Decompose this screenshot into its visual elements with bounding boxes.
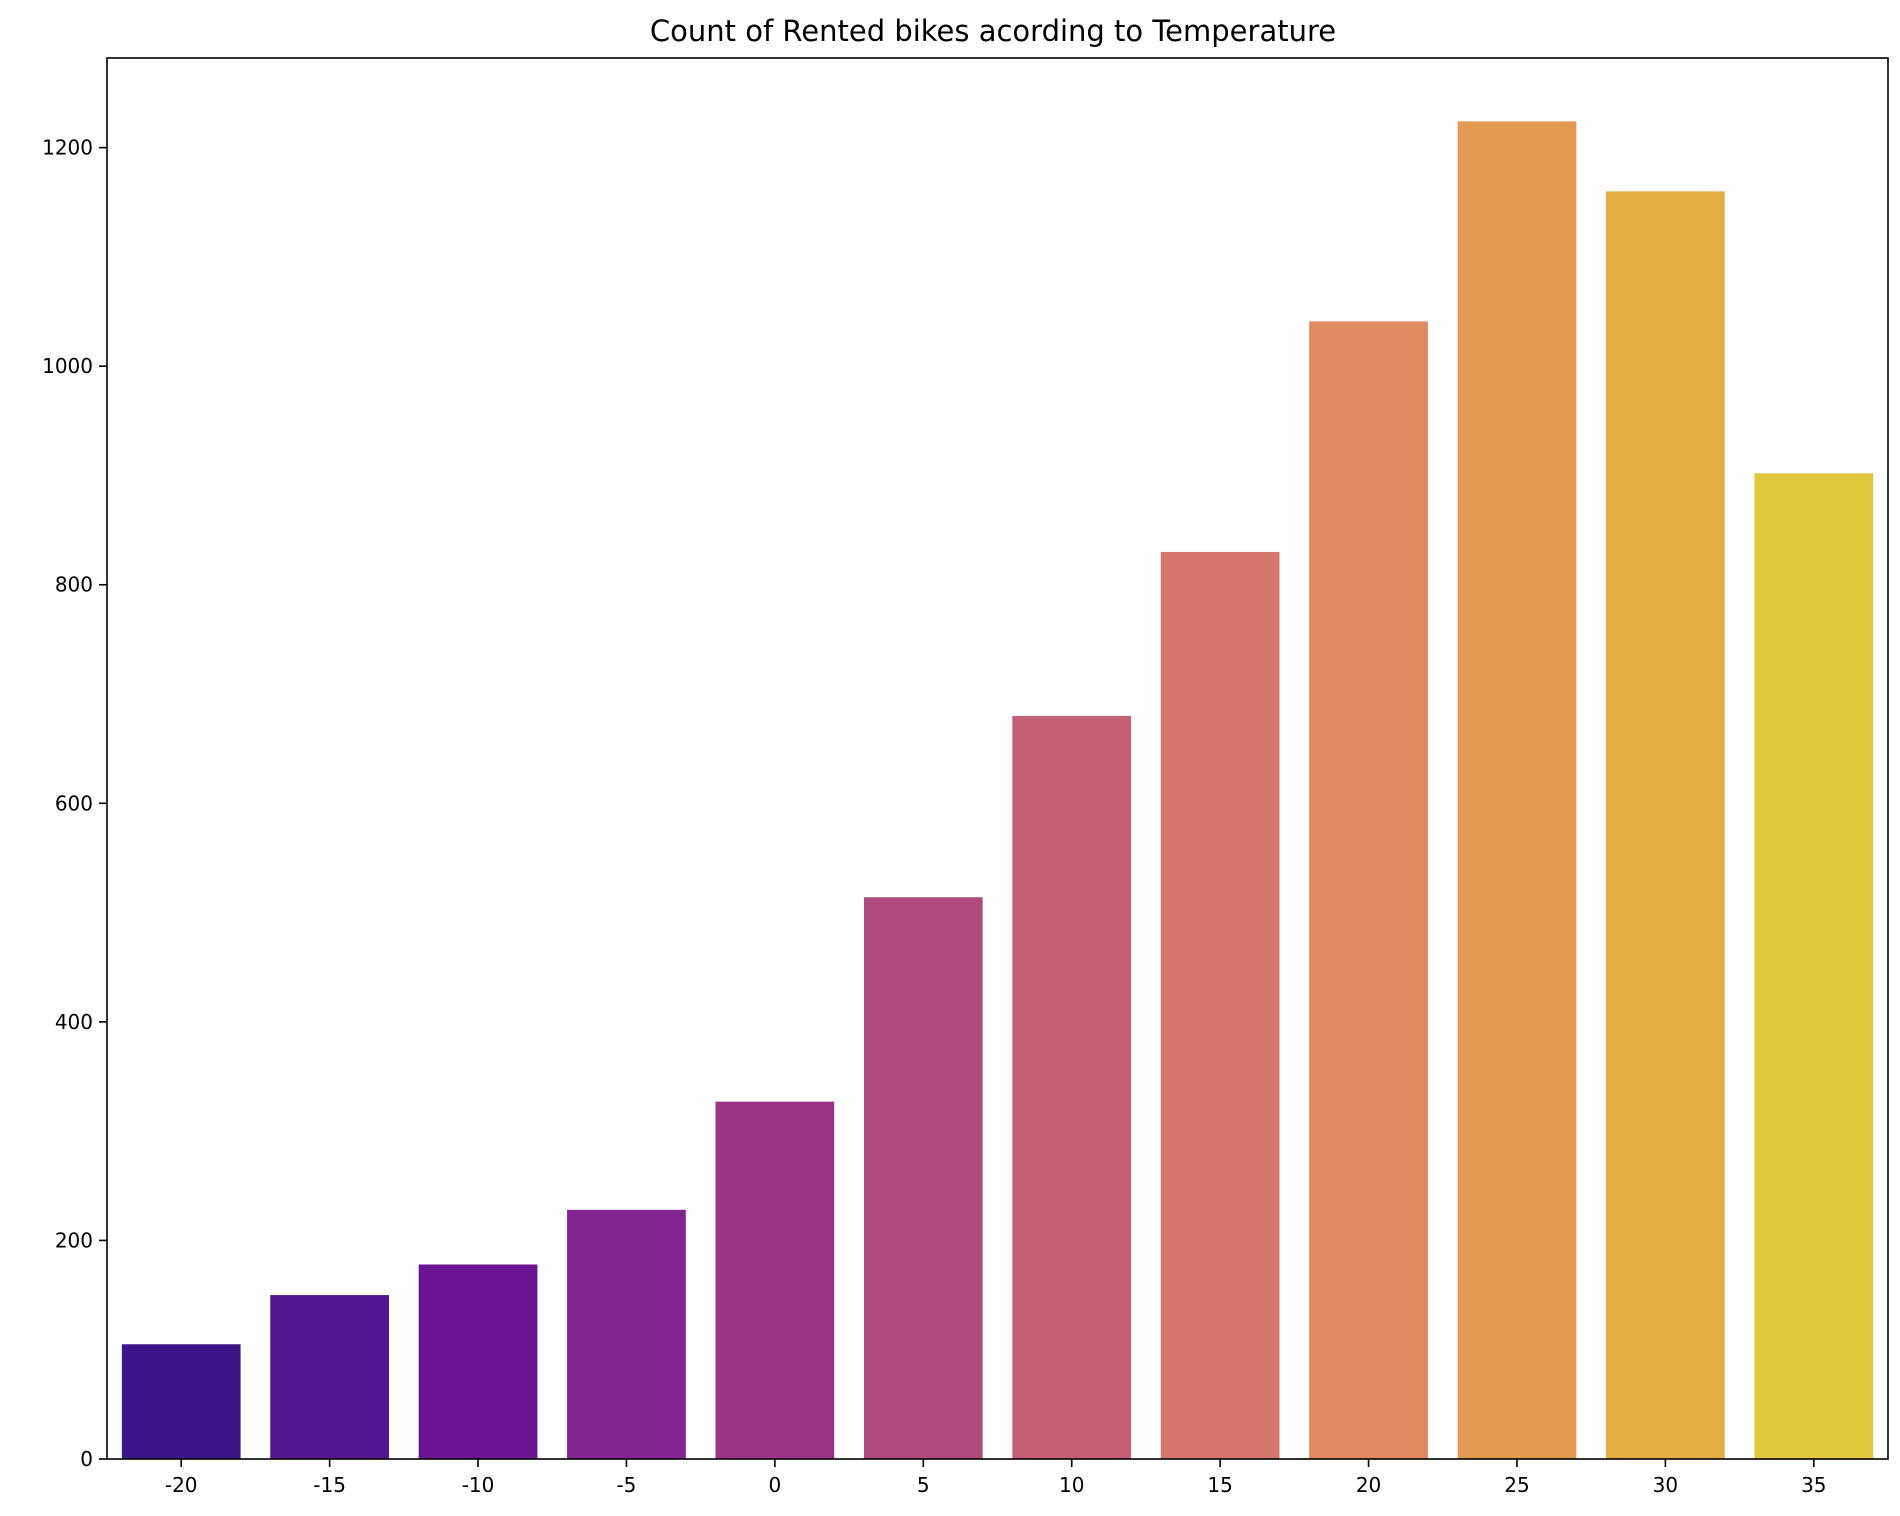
x-tick-label: -15	[313, 1473, 346, 1497]
bar-25	[1457, 121, 1577, 1459]
x-tick-label: 25	[1504, 1473, 1529, 1497]
bar-5	[863, 897, 983, 1459]
x-tick-label: 10	[1059, 1473, 1084, 1497]
x-tick-label: 5	[917, 1473, 930, 1497]
x-tick-label: -5	[616, 1473, 636, 1497]
y-tick-label: 200	[55, 1228, 93, 1252]
bar--5	[567, 1209, 686, 1459]
bar-10	[1012, 715, 1132, 1459]
x-axis: -20 -15 -10 -5 0 5 10 15 20 25 30 35	[165, 1459, 1827, 1497]
bar-35	[1754, 473, 1874, 1459]
y-tick-label: 600	[55, 791, 93, 815]
bar-30	[1606, 191, 1725, 1460]
y-axis: 0 200 400 600 800 1000 1200	[42, 136, 107, 1471]
bar-20	[1309, 321, 1428, 1460]
x-tick-label: -20	[165, 1473, 198, 1497]
bar--15	[270, 1295, 389, 1459]
x-tick-label: 35	[1801, 1473, 1826, 1497]
y-tick-label: 1000	[42, 354, 93, 378]
chart-title: Count of Rented bikes acording to Temper…	[650, 14, 1336, 48]
y-tick-label: 400	[55, 1010, 93, 1034]
x-tick-label: 15	[1207, 1473, 1232, 1497]
bars-group	[121, 121, 1874, 1460]
plot-frame	[106, 57, 1889, 1460]
x-tick-label: -10	[462, 1473, 495, 1497]
x-tick-label: 30	[1653, 1473, 1678, 1497]
bar--10	[418, 1264, 538, 1459]
y-tick-label: 0	[80, 1447, 93, 1471]
y-tick-label: 800	[55, 573, 93, 597]
x-tick-label: 0	[769, 1473, 782, 1497]
bar-15	[1160, 551, 1280, 1459]
y-tick-label: 1200	[42, 136, 93, 160]
x-tick-label: 20	[1356, 1473, 1381, 1497]
bar-0	[715, 1101, 835, 1459]
bar--20	[121, 1344, 241, 1459]
